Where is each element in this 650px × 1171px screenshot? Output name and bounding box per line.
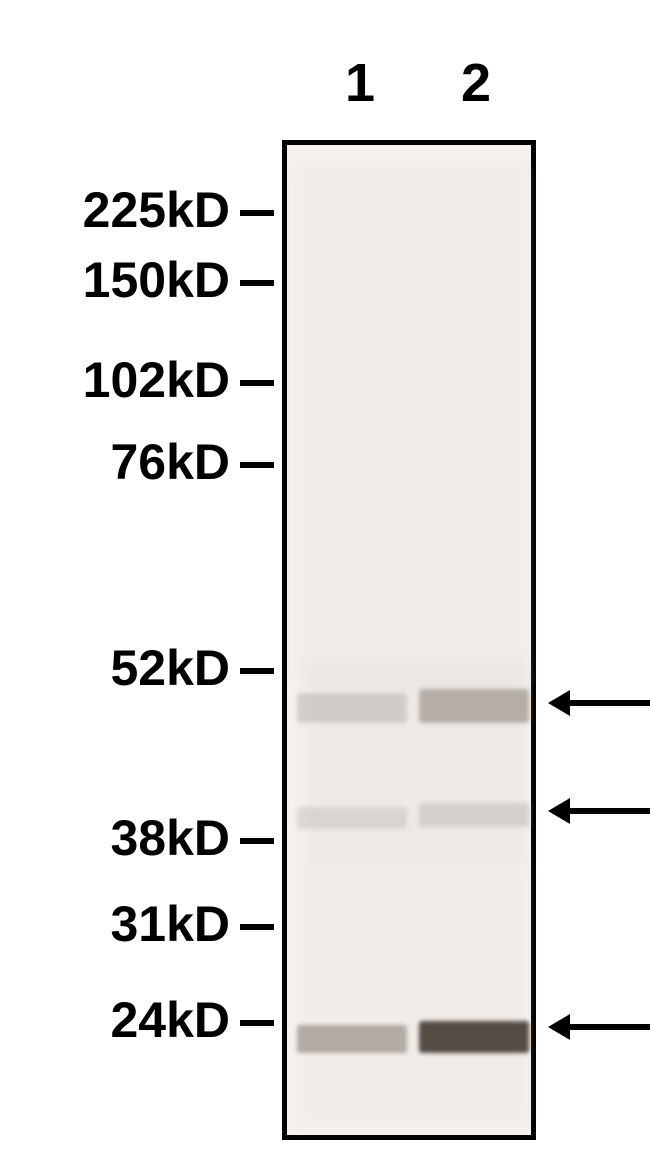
mw-marker-label: 52kD [20,639,230,697]
lane-label-2: 2 [424,52,528,114]
mw-marker-tick [240,462,274,468]
blot-noise-patch [297,165,527,685]
blot-band [297,1025,407,1053]
mw-marker-label: 102kD [20,351,230,409]
blot-band [297,693,407,723]
blot-noise-patch [302,865,527,1125]
lane-label-1: 1 [308,52,412,114]
mw-marker-label: 38kD [20,809,230,867]
mw-marker-label: 150kD [20,251,230,309]
mw-marker-tick [240,380,274,386]
mw-marker-tick [240,668,274,674]
mw-marker-label: 24kD [20,991,230,1049]
mw-marker-label: 31kD [20,895,230,953]
mw-marker-tick [240,1020,274,1026]
mw-marker-tick [240,210,274,216]
blot-membrane [282,140,536,1140]
band-arrow-head [548,1014,570,1040]
mw-marker-label: 225kD [20,181,230,239]
band-arrow-shaft [570,700,650,706]
band-arrow-head [548,798,570,824]
band-arrow-head [548,690,570,716]
mw-marker-tick [240,924,274,930]
band-arrow-shaft [570,1024,650,1030]
blot-band [419,803,529,827]
blot-band [297,807,407,829]
mw-marker-tick [240,280,274,286]
mw-marker-tick [240,838,274,844]
mw-marker-label: 76kD [20,433,230,491]
band-arrow-shaft [570,808,650,814]
blot-inner [287,145,531,1135]
blot-band [419,1021,529,1053]
figure-root: 1 2 225kD 150kD 102kD 76kD 52kD 38kD 31kD 24kD [0,0,650,1171]
lane-header: 1 2 [308,52,528,114]
blot-band [419,689,529,723]
